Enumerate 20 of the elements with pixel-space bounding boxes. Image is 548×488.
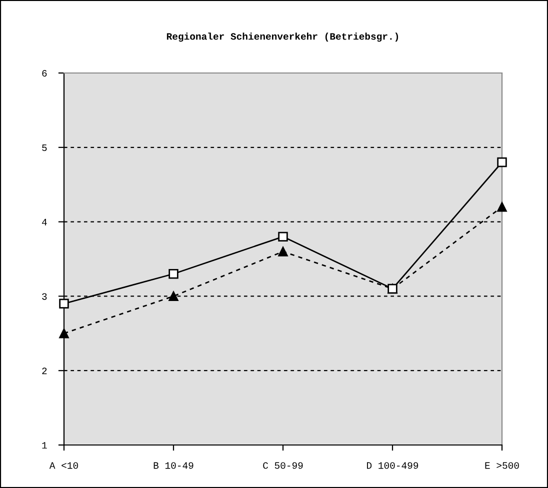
point xyxy=(168,291,178,302)
y-tick-label: 1 xyxy=(42,442,47,449)
y-tick-label: 4 xyxy=(42,218,47,226)
y-tick-label: 6 xyxy=(42,70,47,77)
point xyxy=(497,202,507,212)
point xyxy=(278,232,288,242)
y-tick-label: 2 xyxy=(42,368,47,374)
x-tick-label: E >500 xyxy=(485,462,519,469)
x-tick-label: B 10-49 xyxy=(154,462,194,469)
y-tick-label: 5 xyxy=(42,144,47,152)
point xyxy=(497,157,507,168)
chart-title: Regionaler Schienenverkehr (Betriebsgr.) xyxy=(166,32,398,42)
point xyxy=(168,269,178,279)
point xyxy=(59,328,69,338)
x-tick-label: C 50-99 xyxy=(263,462,303,469)
point xyxy=(278,246,288,256)
x-tick-label: D 100-499 xyxy=(367,462,418,469)
point xyxy=(59,298,69,308)
x-tick-label: A <10 xyxy=(49,462,78,469)
y-tick-label: 3 xyxy=(42,293,47,300)
